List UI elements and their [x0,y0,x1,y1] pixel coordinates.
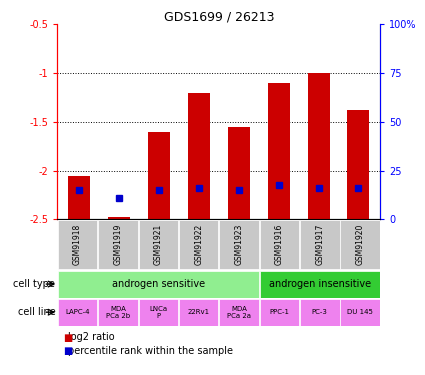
Text: cell type: cell type [13,279,55,289]
Text: MDA
PCa 2a: MDA PCa 2a [227,306,251,319]
Bar [179,298,218,326]
Title: GDS1699 / 26213: GDS1699 / 26213 [164,10,274,23]
Bar [260,298,299,326]
Text: ■: ■ [63,333,72,342]
Bar [219,220,259,269]
Text: androgen sensitive: androgen sensitive [112,279,205,289]
Bar [139,298,178,326]
Bar [308,73,329,219]
Text: LNCa
P: LNCa P [149,306,167,319]
Text: GSM91916: GSM91916 [275,224,284,266]
Text: GSM91922: GSM91922 [194,224,203,266]
Bar [98,298,138,326]
Bar [348,110,369,219]
Text: GSM91918: GSM91918 [73,224,82,266]
Text: androgen insensitive: androgen insensitive [269,279,371,289]
Text: ■: ■ [63,346,72,355]
Bar [228,127,250,219]
Bar [98,220,138,269]
Text: GSM91917: GSM91917 [315,224,324,266]
Text: percentile rank within the sample: percentile rank within the sample [68,346,233,355]
Bar [300,220,340,269]
Bar [68,176,90,219]
Text: GSM91921: GSM91921 [154,224,163,266]
Text: GSM91923: GSM91923 [235,224,244,266]
Text: log2 ratio: log2 ratio [68,333,115,342]
Bar [58,220,97,269]
Bar [188,93,210,219]
Text: PPC-1: PPC-1 [269,309,289,315]
Bar [58,298,97,326]
Text: LAPC-4: LAPC-4 [65,309,90,315]
Bar [219,298,259,326]
Text: 22Rv1: 22Rv1 [187,309,210,315]
Text: GSM91919: GSM91919 [113,224,122,266]
Text: GSM91920: GSM91920 [356,224,365,266]
Bar [148,132,170,219]
Bar [179,220,218,269]
Bar [340,298,380,326]
Bar [340,220,380,269]
Bar [58,271,259,298]
Text: DU 145: DU 145 [347,309,373,315]
Bar [268,83,290,219]
Bar [108,217,130,219]
Bar [260,271,380,298]
Bar [139,220,178,269]
Text: PC-3: PC-3 [312,309,328,315]
Bar [260,220,299,269]
Bar [300,298,340,326]
Text: cell line: cell line [17,307,55,317]
Text: MDA
PCa 2b: MDA PCa 2b [106,306,130,319]
